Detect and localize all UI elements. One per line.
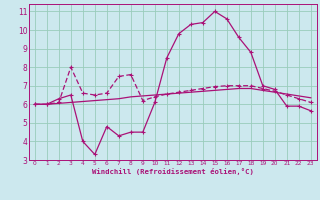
X-axis label: Windchill (Refroidissement éolien,°C): Windchill (Refroidissement éolien,°C)	[92, 168, 254, 175]
